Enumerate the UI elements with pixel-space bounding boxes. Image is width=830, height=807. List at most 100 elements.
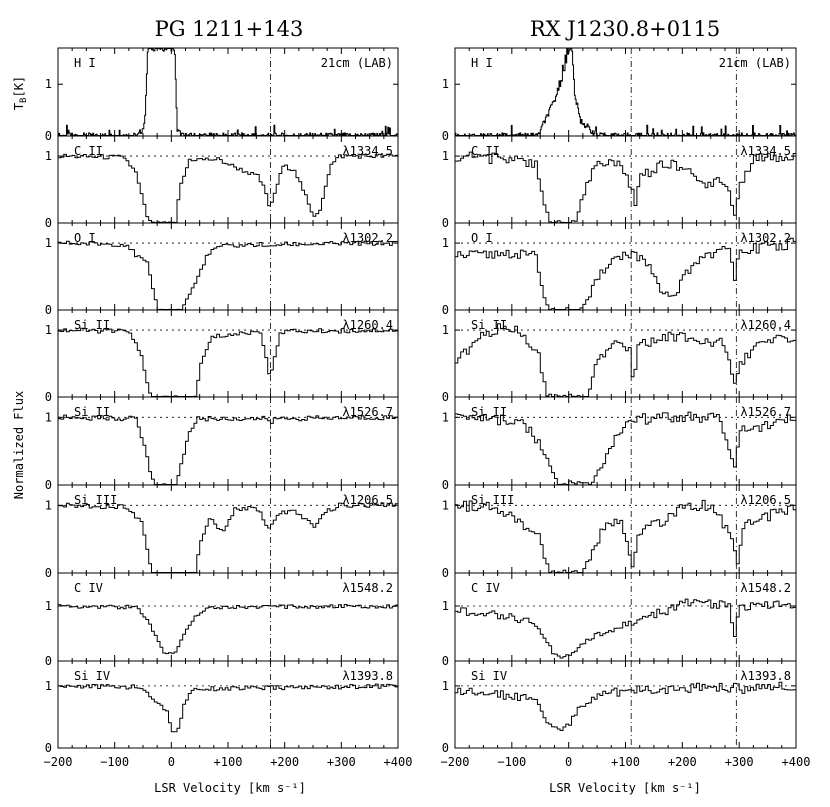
- transition-label: λ1334.5: [342, 144, 393, 158]
- x-tick-label: −100: [100, 755, 129, 769]
- y-tick-label: 0: [45, 478, 52, 492]
- transition-label: λ1526.7: [342, 405, 393, 419]
- y-tick-label: 0: [442, 566, 449, 580]
- x-tick-label: +100: [214, 755, 243, 769]
- transition-label: 21cm (LAB): [321, 56, 393, 70]
- y-tick-label: 1: [45, 599, 52, 613]
- y-tick-label: 0: [45, 129, 52, 143]
- panel-0-1: 0 1 C II λ1334.5: [45, 135, 399, 230]
- y-tick-label: 0: [45, 216, 52, 230]
- spectrum-line: [58, 153, 399, 223]
- y-tick-label: 1: [45, 679, 52, 693]
- panel-1-5: 0 1 Si III λ1206.5: [442, 484, 797, 580]
- y-tick-label: 1: [442, 236, 449, 250]
- spectrum-line: [455, 323, 797, 397]
- y-tick-label: 1: [45, 323, 52, 337]
- left-x-axis-label: LSR Velocity [km s⁻¹]: [154, 781, 306, 795]
- x-tick-label: −200: [44, 755, 73, 769]
- x-tick-label: 0: [168, 755, 175, 769]
- species-label: C IV: [471, 581, 500, 595]
- spectrum-line: [58, 240, 398, 310]
- transition-label: λ1260.4: [740, 318, 791, 332]
- y-tick-label: 0: [442, 303, 449, 317]
- y-tick-label: 0: [442, 741, 449, 755]
- panel-1-7: 0 1 Si IV λ1393.8: [442, 660, 797, 755]
- y-tick-label: 1: [442, 77, 449, 91]
- spectrum-line: [58, 683, 399, 733]
- transition-label: λ1548.2: [740, 581, 791, 595]
- species-label: C IV: [74, 581, 103, 595]
- y-tick-label: 0: [45, 390, 52, 404]
- x-tick-label: +300: [725, 755, 754, 769]
- species-label: Si II: [471, 405, 507, 419]
- y-tick-label: 1: [442, 149, 449, 163]
- transition-label: λ1393.8: [740, 669, 791, 683]
- transition-label: λ1393.8: [342, 669, 393, 683]
- x-tick-label: +200: [668, 755, 697, 769]
- species-label: H I: [471, 56, 493, 70]
- species-label: O I: [471, 231, 493, 245]
- species-label: Si II: [74, 318, 110, 332]
- spectrum-line: [455, 151, 797, 223]
- panel-1-1: 0 1 C II λ1334.5: [442, 135, 797, 230]
- panel-1-6: 0 1 C IV λ1548.2: [442, 572, 797, 668]
- panel-1-4: 0 1 Si II λ1526.7: [442, 396, 797, 492]
- y-tick-label: 1: [45, 498, 52, 512]
- x-tick-label: −200: [441, 755, 470, 769]
- panel-0-0: 0 1 H I 21cm (LAB): [45, 47, 399, 143]
- y-tick-label: 0: [442, 390, 449, 404]
- y-tick-label: 0: [442, 216, 449, 230]
- spectrum-line: [58, 502, 399, 573]
- right-figure-title: RX J1230.8+0115: [530, 17, 720, 41]
- transition-label: λ1526.7: [740, 405, 791, 419]
- spectrum-line: [455, 598, 797, 659]
- y-tick-label: 1: [442, 410, 449, 424]
- y-tick-label: 1: [442, 323, 449, 337]
- transition-label: λ1260.4: [342, 318, 393, 332]
- panel-1-3: 0 1 Si II λ1260.4: [442, 309, 797, 404]
- y-tick-label: 0: [442, 478, 449, 492]
- panel-1-0: 0 1 H I 21cm (LAB): [442, 47, 797, 143]
- hi-axis-label: TB[K]: [12, 76, 29, 110]
- spectrum-line: [58, 414, 399, 485]
- y-tick-label: 1: [45, 77, 52, 91]
- x-tick-label: +300: [327, 755, 356, 769]
- transition-label: λ1302.2: [342, 231, 393, 245]
- panel-1-2: 0 1 O I λ1302.2: [442, 222, 797, 317]
- normalized-flux-label: Normalized Flux: [12, 391, 26, 499]
- species-label: Si IV: [74, 669, 110, 683]
- species-label: Si III: [74, 493, 117, 507]
- panel-0-2: 0 1 O I λ1302.2: [45, 222, 399, 317]
- x-tick-label: +100: [611, 755, 640, 769]
- panel-0-6: 0 1 C IV λ1548.2: [45, 572, 399, 668]
- y-tick-label: 0: [442, 129, 449, 143]
- panel-0-5: 0 1 Si III λ1206.5: [45, 484, 399, 580]
- panel-0-3: 0 1 Si II λ1260.4: [45, 309, 399, 404]
- species-label: Si II: [74, 405, 110, 419]
- transition-label: 21cm (LAB): [719, 56, 791, 70]
- y-tick-label: 1: [442, 679, 449, 693]
- y-tick-label: 1: [45, 149, 52, 163]
- transition-label: λ1206.5: [342, 493, 393, 507]
- y-tick-label: 1: [45, 236, 52, 250]
- x-tick-label: +200: [270, 755, 299, 769]
- spectrum-line: [455, 411, 797, 485]
- panel-0-7: 0 1 Si IV λ1393.8: [45, 660, 399, 755]
- x-tick-label: +400: [782, 755, 811, 769]
- transition-label: λ1334.5: [740, 144, 791, 158]
- x-tick-label: −100: [497, 755, 526, 769]
- species-label: Si III: [471, 493, 514, 507]
- species-label: Si IV: [471, 669, 507, 683]
- y-tick-label: 0: [45, 566, 52, 580]
- y-tick-label: 0: [45, 654, 52, 668]
- y-tick-label: 0: [442, 654, 449, 668]
- spectrum-line: [58, 327, 399, 397]
- y-tick-label: 0: [45, 303, 52, 317]
- panel-0-4: 0 1 Si II λ1526.7: [45, 396, 399, 492]
- species-label: H I: [74, 56, 96, 70]
- transition-label: λ1302.2: [740, 231, 791, 245]
- right-x-axis-label: LSR Velocity [km s⁻¹]: [549, 781, 701, 795]
- transition-label: λ1548.2: [342, 581, 393, 595]
- spectrum-line: [455, 237, 797, 310]
